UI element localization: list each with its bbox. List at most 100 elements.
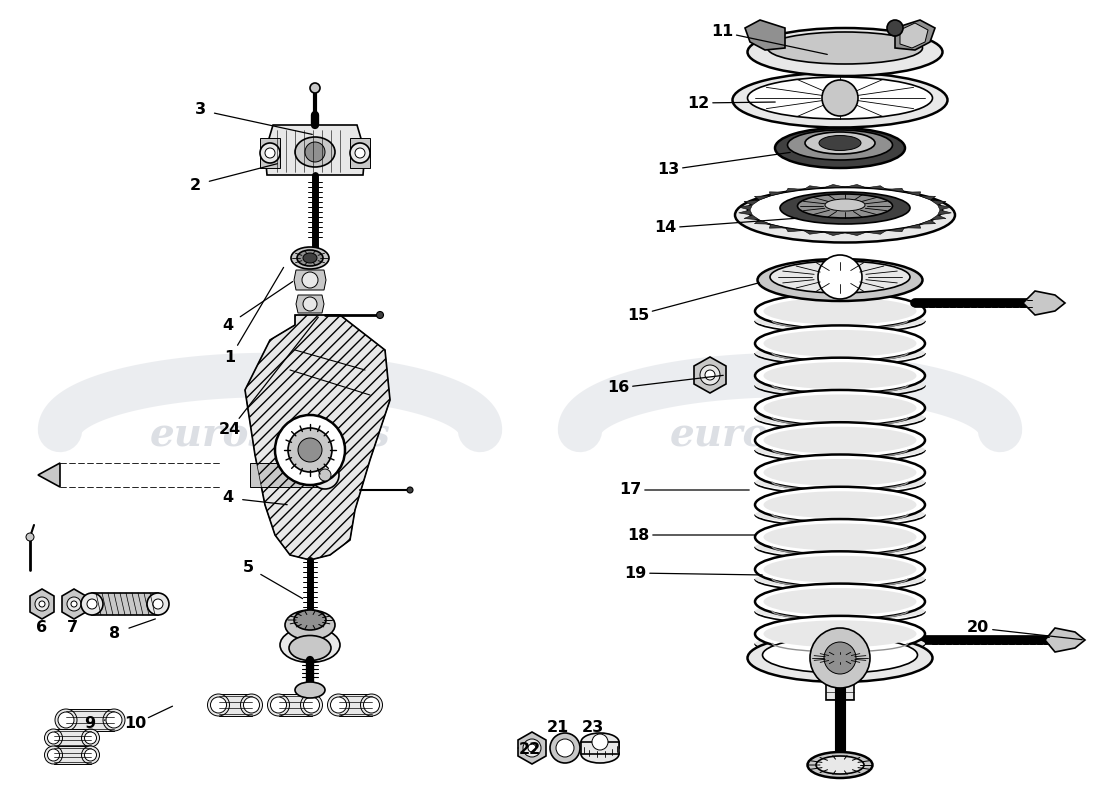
Text: 7: 7 xyxy=(66,621,78,635)
Ellipse shape xyxy=(763,426,916,454)
Ellipse shape xyxy=(755,344,925,362)
Ellipse shape xyxy=(763,394,916,422)
Circle shape xyxy=(47,749,59,761)
Ellipse shape xyxy=(763,298,916,325)
Polygon shape xyxy=(866,186,887,190)
Circle shape xyxy=(87,599,97,609)
Ellipse shape xyxy=(776,128,905,168)
Ellipse shape xyxy=(755,409,925,426)
Ellipse shape xyxy=(755,312,925,330)
Circle shape xyxy=(407,487,412,493)
Circle shape xyxy=(887,20,903,36)
Polygon shape xyxy=(785,228,804,232)
Circle shape xyxy=(265,148,275,158)
Ellipse shape xyxy=(755,358,925,394)
Text: 4: 4 xyxy=(222,490,233,506)
Polygon shape xyxy=(937,210,952,215)
Polygon shape xyxy=(219,694,252,716)
Ellipse shape xyxy=(755,570,925,588)
Circle shape xyxy=(592,734,608,750)
Text: 24: 24 xyxy=(219,422,241,438)
Circle shape xyxy=(147,593,169,615)
Circle shape xyxy=(363,697,379,713)
Polygon shape xyxy=(895,20,935,50)
Polygon shape xyxy=(900,23,928,48)
Ellipse shape xyxy=(755,634,925,653)
Polygon shape xyxy=(904,224,921,228)
Ellipse shape xyxy=(748,634,933,682)
Polygon shape xyxy=(887,228,904,232)
Circle shape xyxy=(319,469,331,481)
Text: 8: 8 xyxy=(109,626,121,641)
Polygon shape xyxy=(744,215,759,220)
Circle shape xyxy=(302,297,317,311)
Polygon shape xyxy=(39,463,60,487)
Circle shape xyxy=(302,272,318,288)
Polygon shape xyxy=(824,232,845,235)
Polygon shape xyxy=(339,694,372,716)
Ellipse shape xyxy=(763,459,916,486)
Ellipse shape xyxy=(758,259,923,301)
Ellipse shape xyxy=(295,682,324,698)
Ellipse shape xyxy=(755,293,925,329)
Circle shape xyxy=(47,732,59,744)
Ellipse shape xyxy=(295,137,336,167)
Polygon shape xyxy=(824,185,845,188)
Circle shape xyxy=(85,732,97,744)
Polygon shape xyxy=(296,295,324,313)
Ellipse shape xyxy=(798,194,892,218)
Ellipse shape xyxy=(763,523,916,550)
Ellipse shape xyxy=(289,635,331,661)
Ellipse shape xyxy=(285,610,336,640)
Ellipse shape xyxy=(755,376,925,394)
Circle shape xyxy=(81,729,99,747)
Circle shape xyxy=(85,749,97,761)
Polygon shape xyxy=(866,230,887,234)
Ellipse shape xyxy=(755,583,925,619)
Circle shape xyxy=(810,628,870,688)
Text: 10: 10 xyxy=(124,717,146,731)
Polygon shape xyxy=(804,186,824,190)
Circle shape xyxy=(243,697,260,713)
Circle shape xyxy=(35,597,50,611)
Polygon shape xyxy=(755,196,771,200)
Circle shape xyxy=(44,729,63,747)
Polygon shape xyxy=(739,205,752,210)
Polygon shape xyxy=(294,270,326,290)
Circle shape xyxy=(300,694,322,716)
Polygon shape xyxy=(350,138,370,168)
Circle shape xyxy=(81,593,103,615)
Ellipse shape xyxy=(581,733,619,751)
Circle shape xyxy=(822,80,858,116)
Text: 16: 16 xyxy=(607,381,629,395)
Circle shape xyxy=(330,697,346,713)
Text: 18: 18 xyxy=(627,527,649,542)
Circle shape xyxy=(288,428,332,472)
Ellipse shape xyxy=(770,261,910,293)
Ellipse shape xyxy=(763,362,916,389)
Circle shape xyxy=(522,739,541,757)
Ellipse shape xyxy=(807,752,872,778)
Text: 15: 15 xyxy=(627,307,649,322)
Ellipse shape xyxy=(735,187,955,242)
Text: 9: 9 xyxy=(85,717,96,731)
Circle shape xyxy=(275,415,345,485)
Polygon shape xyxy=(887,188,904,192)
Circle shape xyxy=(818,255,862,299)
Circle shape xyxy=(310,83,320,93)
Ellipse shape xyxy=(550,733,580,763)
Ellipse shape xyxy=(788,130,892,160)
Polygon shape xyxy=(920,196,936,200)
Text: 3: 3 xyxy=(195,102,206,118)
Ellipse shape xyxy=(820,135,861,150)
Text: 23: 23 xyxy=(582,721,604,735)
Ellipse shape xyxy=(785,625,895,647)
Ellipse shape xyxy=(755,616,925,652)
Circle shape xyxy=(328,694,350,716)
Ellipse shape xyxy=(280,627,340,662)
Ellipse shape xyxy=(762,637,917,673)
Text: 6: 6 xyxy=(36,621,47,635)
Polygon shape xyxy=(260,138,280,168)
Text: 20: 20 xyxy=(967,621,989,635)
Circle shape xyxy=(67,597,81,611)
